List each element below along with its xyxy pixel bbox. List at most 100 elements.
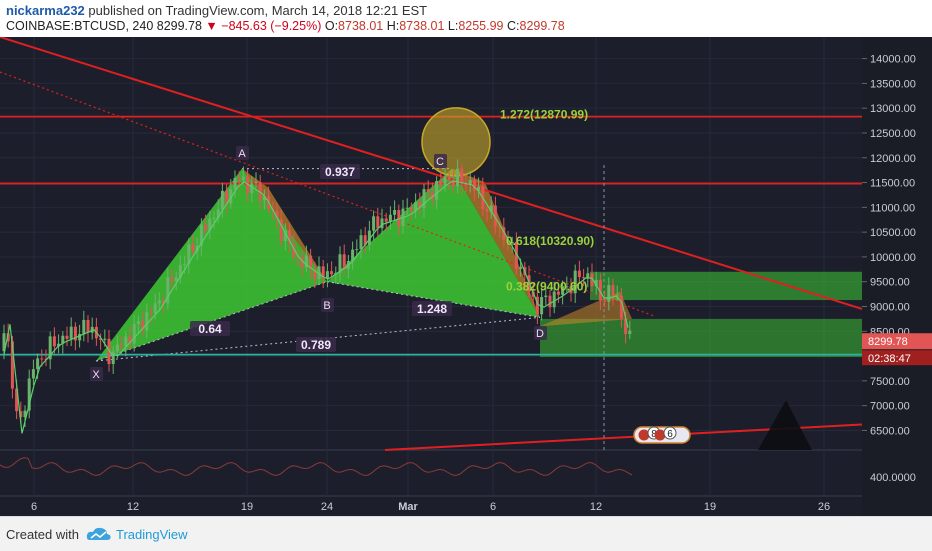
candle-bear bbox=[493, 205, 497, 227]
candle-bull bbox=[367, 230, 371, 246]
candle-bull bbox=[573, 270, 577, 294]
candle-bull bbox=[183, 263, 187, 266]
y-tick-label: 12000.00 bbox=[870, 153, 916, 165]
close-value: 8299.78 bbox=[519, 19, 565, 33]
price-chart[interactable]: X A B C D 0.937 0.64 0.789 1.248 1.272(12870.99) 0… bbox=[0, 37, 932, 516]
candle-bear bbox=[502, 227, 506, 240]
event-count-badge bbox=[663, 426, 677, 440]
candle-bear bbox=[65, 335, 69, 339]
candle-bear bbox=[6, 333, 10, 342]
pattern-point-badge bbox=[434, 154, 447, 168]
candle-bear bbox=[162, 300, 166, 304]
candle-bull bbox=[422, 189, 426, 209]
moving-average-line bbox=[3, 180, 629, 434]
fib-level-label: 0.382(9400.60) bbox=[506, 280, 587, 294]
pattern-point-badge bbox=[236, 146, 249, 160]
tradingview-cloud-icon[interactable] bbox=[86, 526, 112, 542]
candle-bear bbox=[397, 210, 401, 226]
candle-bear bbox=[485, 208, 489, 212]
candle-bull bbox=[477, 186, 481, 191]
candle-bull bbox=[220, 190, 224, 210]
y-tick-label: 13500.00 bbox=[870, 78, 916, 90]
tradingview-link[interactable]: TradingView bbox=[116, 527, 188, 542]
event-count-label: 6 bbox=[667, 429, 673, 440]
pattern-point-badge bbox=[534, 326, 547, 340]
y-tick-label: 14000.00 bbox=[870, 54, 916, 66]
candle-bull bbox=[229, 189, 233, 204]
price-axis[interactable] bbox=[862, 37, 932, 516]
candle-bear bbox=[309, 255, 313, 270]
candle-bear bbox=[426, 189, 430, 193]
event-count-label: 8 bbox=[651, 429, 657, 440]
candle-bull bbox=[187, 244, 191, 264]
candle-bull bbox=[78, 334, 82, 341]
candle-bull bbox=[115, 344, 119, 352]
candle-bull bbox=[157, 300, 161, 304]
candle-bull bbox=[124, 336, 128, 347]
symbol-line: COINBASE:BTCUSD, 240 8299.78 ▼ −845.63 (… bbox=[6, 19, 565, 33]
candle-bull bbox=[48, 336, 52, 360]
candle-bear bbox=[99, 338, 103, 340]
candle-bear bbox=[363, 235, 367, 246]
pattern-bcd-triangle bbox=[327, 168, 540, 318]
candle-bear bbox=[15, 388, 19, 412]
low-value: 8255.99 bbox=[458, 19, 504, 33]
candle-bear bbox=[472, 180, 476, 191]
candle-bull bbox=[136, 321, 140, 324]
countdown-label: 02:38:47 bbox=[868, 353, 911, 365]
candle-bear bbox=[120, 344, 124, 347]
y-tick-label: 9500.00 bbox=[870, 277, 910, 289]
indicator-line bbox=[0, 457, 633, 477]
candle-bull bbox=[36, 358, 40, 370]
candle-bear bbox=[313, 269, 317, 280]
x-tick-label: 26 bbox=[818, 501, 830, 513]
candle-bear bbox=[225, 190, 229, 204]
candle-bull bbox=[359, 235, 363, 250]
candle-bear bbox=[19, 411, 23, 418]
candle-bull bbox=[250, 183, 254, 194]
y-tick-label: 9000.00 bbox=[870, 302, 910, 314]
candle-bull bbox=[233, 178, 237, 190]
pattern-cd-leg bbox=[452, 168, 540, 318]
created-with-text: Created with bbox=[6, 527, 79, 542]
candle-bear bbox=[460, 168, 464, 184]
publisher-name[interactable]: nickarma232 bbox=[6, 3, 85, 18]
candles bbox=[0, 159, 633, 477]
candle-bear bbox=[52, 336, 56, 347]
candle-bear bbox=[376, 216, 380, 229]
candle-bull bbox=[544, 295, 548, 298]
candle-bear bbox=[603, 300, 607, 302]
high-label: H: bbox=[386, 19, 400, 33]
y-tick-label: 10500.00 bbox=[870, 227, 916, 239]
candle-bull bbox=[69, 326, 73, 339]
ratio-badge bbox=[320, 164, 360, 179]
candle-bull bbox=[153, 303, 157, 314]
candle-bear bbox=[107, 338, 111, 365]
ratio-label: 0.789 bbox=[301, 338, 331, 352]
candle-bull bbox=[317, 266, 321, 280]
candle-bull bbox=[178, 265, 182, 278]
chart-labels: X A B C D 0.937 0.64 0.789 1.248 1.272(12870.99) 0… bbox=[90, 108, 691, 444]
candle-bear bbox=[498, 226, 502, 228]
ratio-badge bbox=[412, 301, 452, 316]
candle-bull bbox=[414, 202, 418, 211]
down-arrow-icon: ▼ bbox=[205, 19, 218, 33]
pattern-point-d: D bbox=[536, 328, 544, 340]
y-tick-label: 10000.00 bbox=[870, 252, 916, 264]
candle-bull bbox=[90, 326, 94, 333]
candle-bull bbox=[510, 242, 514, 244]
candle-bull bbox=[241, 176, 245, 181]
candle-bear bbox=[409, 207, 413, 211]
candle-bull bbox=[351, 249, 355, 262]
pattern-point-b: B bbox=[323, 300, 330, 312]
x-tick-label: 12 bbox=[590, 501, 602, 513]
candle-bull bbox=[283, 230, 287, 242]
candle-bear bbox=[86, 319, 90, 333]
candle-bear bbox=[191, 244, 195, 252]
y-tick-label: 12500.00 bbox=[870, 128, 916, 140]
x-tick-label: 6 bbox=[490, 501, 496, 513]
dotted-trendline bbox=[0, 71, 656, 317]
candle-bull bbox=[208, 218, 212, 231]
candle-bull bbox=[27, 378, 31, 411]
candle-bull bbox=[519, 267, 523, 269]
